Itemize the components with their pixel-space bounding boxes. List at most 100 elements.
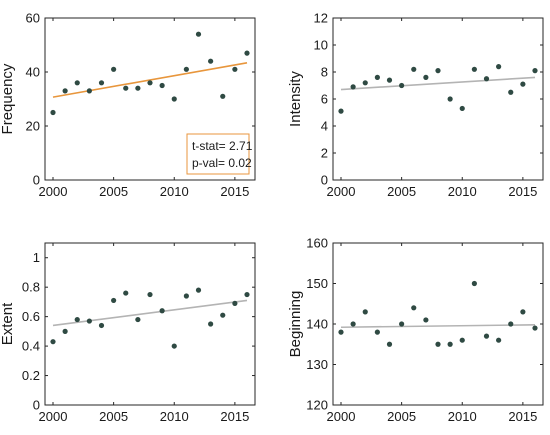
data-point [98,80,105,86]
data-point [98,322,105,329]
y-tick-label: 0 [33,173,40,188]
y-tick-label: 0.4 [22,339,40,354]
data-point [232,66,238,72]
y-axis-label: Frequency [0,63,16,134]
x-tick-label: 2005 [99,409,128,424]
axes-box [44,17,256,181]
data-point [471,280,477,287]
x-tick-label: 2015 [508,409,537,424]
trend-line [340,324,536,329]
y-tick-label: 12 [314,11,328,26]
y-axis-label: Extent [0,302,16,345]
data-point [483,76,490,82]
data-point [459,337,465,343]
data-point [520,309,526,315]
x-tick-label: 2005 [387,184,416,199]
panel-3: 0 0.2 0.4 0.6 0.8 1 2000 2005 2010 2015 Extent [0,242,256,424]
data-point [123,85,129,91]
data-point [74,80,80,86]
data-point [362,309,368,315]
data-point [386,341,393,347]
data-point [135,316,141,323]
data-point [459,105,465,112]
data-point [374,329,380,335]
y-tick-label: 8 [321,65,328,80]
data-point [62,88,68,94]
x-tick-label: 2000 [39,409,68,424]
data-point [520,81,526,87]
data-point [111,66,117,72]
y-tick-label: 130 [306,357,328,372]
data-point [159,308,165,314]
data-point [338,108,344,114]
data-point [111,297,117,304]
data-point [244,291,250,298]
data-point [399,82,405,89]
x-tick-label: 2005 [387,409,416,424]
x-tick-label: 2000 [327,409,356,424]
trend-line [52,62,248,98]
data-point [195,287,202,293]
data-point [147,80,153,86]
data-point [50,339,56,345]
trend-line [340,76,536,91]
data-point [386,77,393,83]
y-axis-label: Beginning [287,291,304,358]
data-point [147,291,153,298]
data-point [423,74,429,80]
data-point [362,80,368,86]
panel-2: 0 2 4 6 8 10 12 2000 2005 2010 2015 Intensity [287,11,544,199]
data-point [135,85,141,91]
data-point [183,293,189,299]
data-point [508,89,514,95]
data-point [220,93,226,99]
x-tick-label: 2015 [220,409,249,424]
axes-box [44,242,256,406]
stats-box [186,133,250,175]
panel-1: 0 20 40 60 2000 2005 2010 2015 Frequency t-stat= … [0,11,256,199]
y-tick-label: 20 [26,119,40,134]
y-tick-label: 160 [306,236,328,251]
panel-4: 120 130 140 150 160 2000 2005 2010 2015 Beginning [287,236,544,424]
p-value-label: p-val= 0.02 [192,156,252,170]
axes-box [332,17,544,181]
data-point [159,82,165,89]
y-tick-label: 40 [26,65,40,80]
x-tick-label: 2010 [448,409,477,424]
data-point [232,300,238,306]
data-point [183,66,189,72]
x-tick-label: 2000 [39,184,68,199]
data-point [508,321,514,327]
y-tick-label: 1 [33,250,40,265]
y-tick-label: 0.8 [22,280,40,295]
data-point [208,321,214,327]
x-tick-label: 2010 [448,184,477,199]
x-tick-label: 2015 [220,184,249,199]
trend-line [52,299,248,327]
data-point [532,325,538,331]
data-point [208,58,214,64]
data-point [62,328,68,334]
x-tick-label: 2000 [327,184,356,199]
y-tick-label: 0.2 [22,368,40,383]
y-tick-label: 4 [321,119,328,134]
data-point [496,64,502,70]
data-point [483,333,490,339]
y-tick-label: 0 [321,173,328,188]
y-tick-label: 140 [306,317,328,332]
x-tick-label: 2015 [508,184,537,199]
data-point [496,337,502,343]
y-axis-label: Intensity [287,71,304,127]
data-point [435,68,441,74]
data-point [447,341,453,347]
data-point [411,305,417,311]
y-tick-label: 150 [306,276,328,291]
data-point [123,290,129,296]
y-tick-label: 0 [33,398,40,413]
y-tick-label: 0.6 [22,309,40,324]
y-tick-label: 6 [321,92,328,107]
data-point [171,96,177,102]
x-tick-label: 2005 [99,184,128,199]
data-point [350,321,356,327]
